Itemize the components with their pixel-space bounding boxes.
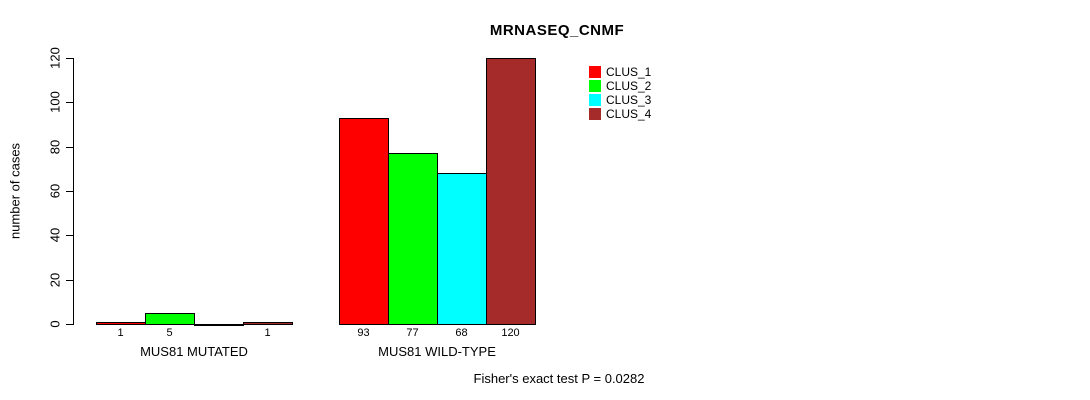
y-axis-tick (66, 235, 73, 236)
bar-clus_1 (96, 322, 146, 325)
y-axis-tick (66, 280, 73, 281)
bar-value-label: 120 (501, 327, 520, 339)
y-axis-tick (66, 147, 73, 148)
legend-item: CLUS_3 (589, 93, 651, 107)
bar-clus_2 (145, 313, 195, 325)
bar-clus_2 (388, 153, 438, 325)
bar-value-label: 5 (166, 327, 173, 339)
bar-value-label: 68 (455, 327, 468, 339)
y-axis-tick-label: 40 (47, 227, 63, 243)
legend-item: CLUS_2 (589, 79, 651, 93)
y-axis-title: number of cases (7, 142, 23, 240)
y-axis-tick-label: 120 (47, 47, 63, 69)
y-axis-tick-label: 100 (47, 91, 63, 113)
y-axis-tick (66, 58, 73, 59)
y-axis-tick-label: 0 (47, 320, 63, 328)
legend-item: CLUS_1 (589, 65, 651, 79)
y-axis-tick-label: 60 (47, 183, 63, 199)
bar-clus_3 (437, 173, 487, 325)
chart-title: MRNASEQ_CNMF (489, 22, 625, 39)
y-axis-tick-label: 80 (47, 139, 63, 155)
legend-color-swatch (589, 108, 601, 120)
bar-clus_3 (194, 324, 244, 326)
annotation-fishers-test: Fisher's exact test P = 0.0282 (473, 371, 645, 386)
bar-value-label: 77 (406, 327, 419, 339)
y-axis-tick (66, 191, 73, 192)
legend-item-label: CLUS_4 (606, 107, 652, 121)
legend-item: CLUS_4 (589, 107, 651, 121)
legend: CLUS_1 CLUS_2 CLUS_3 CLUS_4 (589, 65, 651, 121)
bar-clus_4 (243, 322, 293, 325)
bar-value-label: 1 (117, 327, 124, 339)
y-axis-line (73, 58, 74, 325)
legend-color-swatch (589, 66, 601, 78)
legend-item-label: CLUS_2 (606, 79, 652, 93)
y-axis-tick-label: 20 (47, 272, 63, 288)
legend-item-label: CLUS_3 (606, 93, 652, 107)
bar-clus_1 (339, 118, 389, 325)
bar-clus_4 (486, 58, 536, 325)
legend-item-label: CLUS_1 (606, 65, 652, 79)
legend-color-swatch (589, 94, 601, 106)
y-axis-tick (66, 102, 73, 103)
x-axis-group-label: MUS81 WILD-TYPE (378, 344, 496, 359)
y-axis-tick (66, 324, 73, 325)
legend-color-swatch (589, 80, 601, 92)
bar-value-label: 93 (357, 327, 370, 339)
x-axis-group-label: MUS81 MUTATED (140, 344, 248, 359)
bar-value-label: 1 (264, 327, 271, 339)
